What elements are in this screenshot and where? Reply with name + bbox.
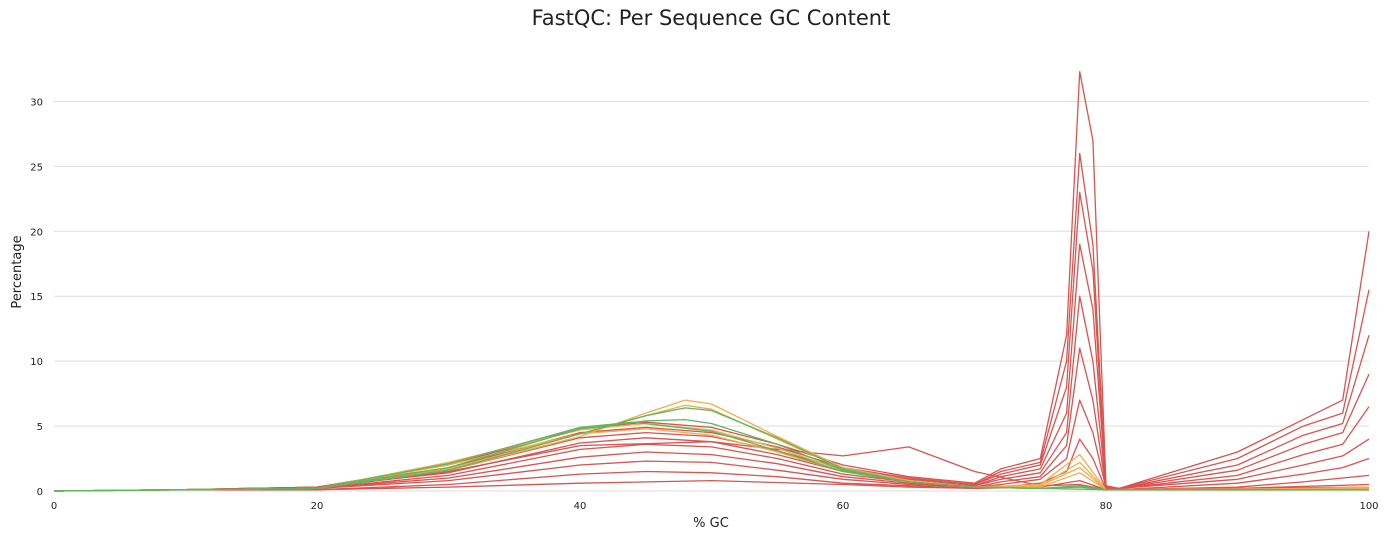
series-line-pass[interactable] (53, 421, 1369, 492)
x-axis-label: % GC (693, 516, 729, 531)
y-tick-label: 5 (37, 422, 43, 433)
series-line-fail[interactable] (53, 347, 1370, 492)
y-tick-label: 25 (30, 162, 43, 173)
series-line-fail[interactable] (53, 191, 1370, 492)
series-line-fail[interactable] (53, 399, 1370, 492)
x-tick-label: 100 (1359, 501, 1378, 512)
series-line-warn[interactable] (53, 428, 1370, 492)
y-tick-label: 10 (30, 357, 43, 368)
x-tick-label: 40 (574, 501, 587, 512)
y-axis-label: Percentage (10, 235, 25, 308)
y-tick-label: 0 (37, 487, 43, 498)
y-tick-label: 15 (30, 292, 43, 303)
x-tick-label: 80 (1100, 501, 1113, 512)
x-tick-label: 60 (837, 501, 850, 512)
chart-title: FastQC: Per Sequence GC Content (531, 6, 891, 30)
y-tick-label: 30 (30, 97, 43, 108)
series-line-fail[interactable] (53, 441, 1370, 492)
series-line-fail[interactable] (53, 152, 1370, 492)
series-line-fail[interactable] (53, 295, 1370, 492)
axis-layer: % GC Percentage 0 5 10 15 20 25 30 0 20 40 60 80 100 (10, 97, 1379, 531)
grid-layer (54, 100, 1369, 492)
y-tick-label: 20 (30, 227, 43, 238)
x-tick-label: 0 (51, 501, 57, 512)
series-line-fail[interactable] (53, 70, 1370, 492)
x-tick-label: 20 (311, 501, 324, 512)
series-line-pass[interactable] (53, 407, 1369, 492)
series-layer (53, 70, 1370, 492)
series-line-warn[interactable] (53, 404, 1370, 492)
